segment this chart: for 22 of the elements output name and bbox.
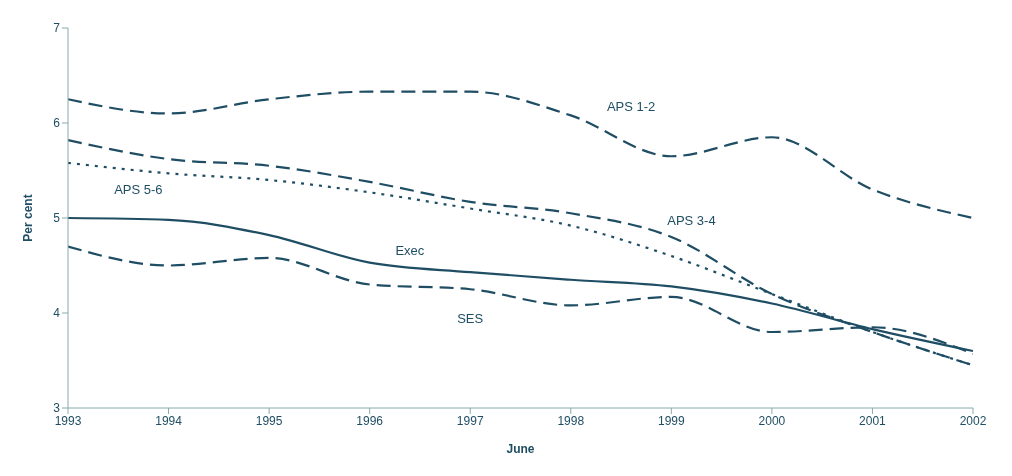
x-tick-label: 1996 xyxy=(356,413,384,428)
y-tick-label: 6 xyxy=(53,116,61,131)
y-tick-label: 7 xyxy=(53,21,61,36)
x-axis-title: June xyxy=(506,442,535,456)
series-label: APS 5-6 xyxy=(114,182,163,198)
x-tick-label: 1997 xyxy=(456,413,484,428)
series-label: SES xyxy=(457,311,484,327)
x-tick-label: 1999 xyxy=(657,413,685,428)
y-tick-label: 3 xyxy=(53,401,61,416)
series-label: Exec xyxy=(395,242,425,258)
x-tick-label: 1998 xyxy=(557,413,585,428)
x-tick-label: 1994 xyxy=(155,413,183,428)
x-tick-label: 1993 xyxy=(54,413,82,428)
x-tick-label: 2002 xyxy=(959,413,987,428)
y-axis-title: Per cent xyxy=(21,194,36,242)
y-tick-label: 5 xyxy=(53,211,61,226)
series-label: APS 1-2 xyxy=(606,99,656,115)
x-tick-label: 2001 xyxy=(859,413,887,428)
x-tick-label: 1995 xyxy=(255,413,283,428)
x-tick-label: 2000 xyxy=(758,413,786,428)
series-label: APS 3-4 xyxy=(667,212,716,228)
y-tick-label: 4 xyxy=(53,306,61,321)
